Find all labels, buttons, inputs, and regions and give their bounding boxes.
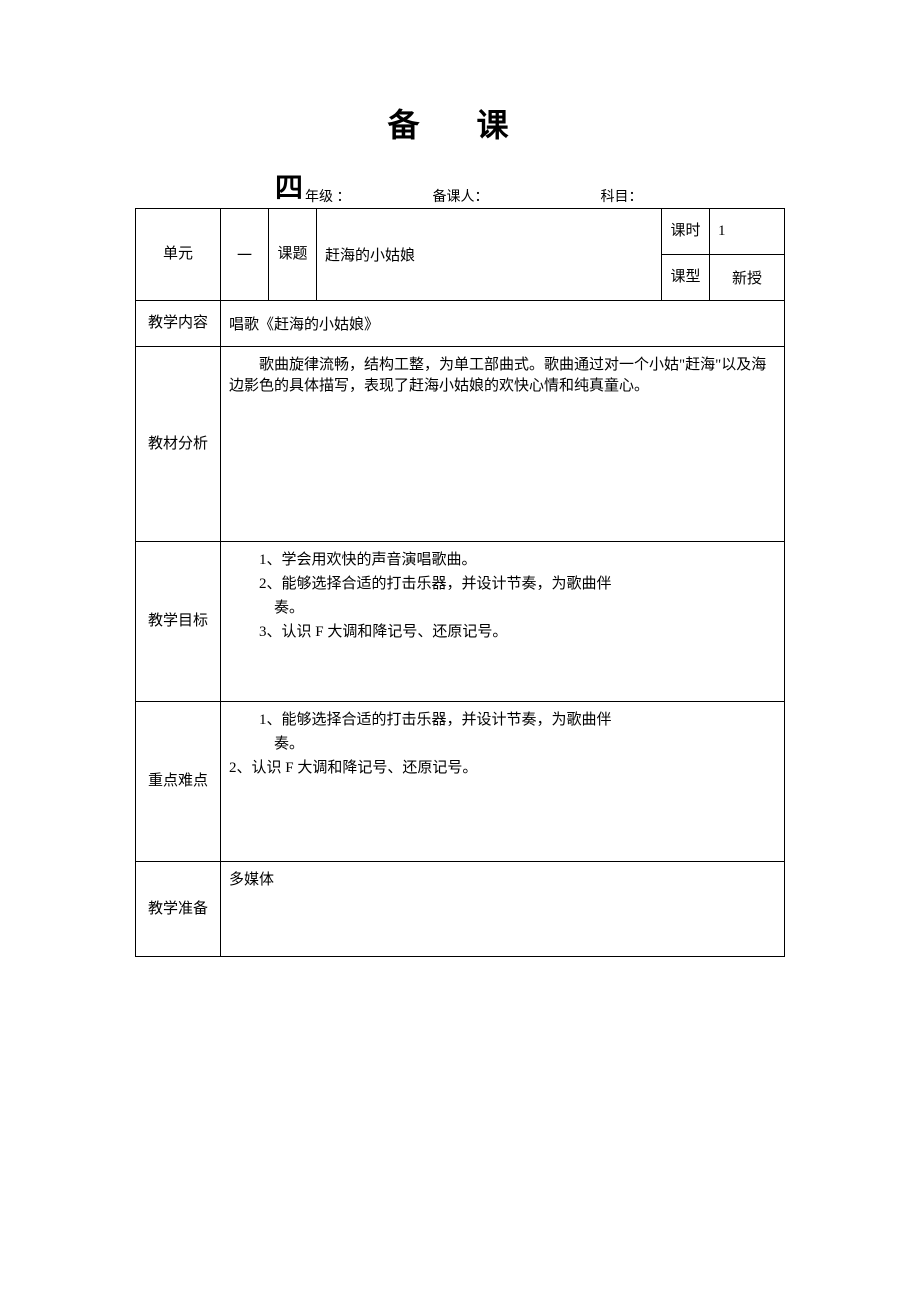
table-row: 教学目标 1、学会用欢快的声音演唱歌曲。 2、能够选择合适的打击乐器，并设计节奏… — [136, 542, 785, 702]
keypoint-item: 1、能够选择合适的打击乐器，并设计节奏，为歌曲伴 — [259, 708, 776, 732]
table-row: 重点难点 1、能够选择合适的打击乐器，并设计节奏，为歌曲伴 奏。 2、认识 F … — [136, 702, 785, 862]
preparation-value: 多媒体 — [221, 862, 785, 957]
period-value: 1 — [710, 209, 785, 255]
preparer-label: 备课人： — [433, 186, 489, 206]
header-row: 四 年级 ： 备课人： 科目： — [135, 166, 785, 206]
subject-label: 科目： — [601, 186, 643, 206]
objective-item: 奏。 — [229, 596, 776, 620]
analysis-value: 歌曲旋律流畅，结构工整，为单工部曲式。歌曲通过对一个小姑"赶海"以及海边影色的具… — [221, 347, 785, 542]
analysis-text: 歌曲旋律流畅，结构工整，为单工部曲式。歌曲通过对一个小姑"赶海"以及海边影色的具… — [229, 353, 776, 395]
type-label: 课型 — [662, 255, 710, 301]
table-row: 教材分析 歌曲旋律流畅，结构工整，为单工部曲式。歌曲通过对一个小姑"赶海"以及海… — [136, 347, 785, 542]
objective-item: 3、认识 F 大调和降记号、还原记号。 — [259, 620, 776, 644]
unit-value: 一 — [221, 209, 269, 301]
content-value: 唱歌《赶海的小姑娘》 — [221, 301, 785, 347]
unit-label: 单元 — [136, 209, 221, 301]
grade-label: 年级 ： — [305, 186, 351, 206]
keypoint-item: 2、认识 F 大调和降记号、还原记号。 — [229, 756, 776, 780]
lesson-plan-table: 单元 一 课题 赶海的小姑娘 课时 1 课型 新授 教学内容 唱歌《赶海的小姑娘… — [135, 208, 785, 957]
objectives-value: 1、学会用欢快的声音演唱歌曲。 2、能够选择合适的打击乐器，并设计节奏，为歌曲伴… — [221, 542, 785, 702]
topic-value: 赶海的小姑娘 — [317, 209, 662, 301]
period-label: 课时 — [662, 209, 710, 255]
analysis-label: 教材分析 — [136, 347, 221, 542]
table-row: 单元 一 课题 赶海的小姑娘 课时 1 — [136, 209, 785, 255]
table-row: 教学准备 多媒体 — [136, 862, 785, 957]
keypoint-item: 奏。 — [229, 732, 776, 756]
objective-item: 1、学会用欢快的声音演唱歌曲。 — [259, 548, 776, 572]
page-title: 备 课 — [135, 100, 785, 146]
content-label: 教学内容 — [136, 301, 221, 347]
grade-prefix: 四 — [275, 166, 303, 206]
keypoints-value: 1、能够选择合适的打击乐器，并设计节奏，为歌曲伴 奏。 2、认识 F 大调和降记… — [221, 702, 785, 862]
objective-item: 2、能够选择合适的打击乐器，并设计节奏，为歌曲伴 — [259, 572, 776, 596]
type-value: 新授 — [710, 255, 785, 301]
keypoints-label: 重点难点 — [136, 702, 221, 862]
table-row: 教学内容 唱歌《赶海的小姑娘》 — [136, 301, 785, 347]
topic-label: 课题 — [269, 209, 317, 301]
preparation-label: 教学准备 — [136, 862, 221, 957]
objectives-label: 教学目标 — [136, 542, 221, 702]
